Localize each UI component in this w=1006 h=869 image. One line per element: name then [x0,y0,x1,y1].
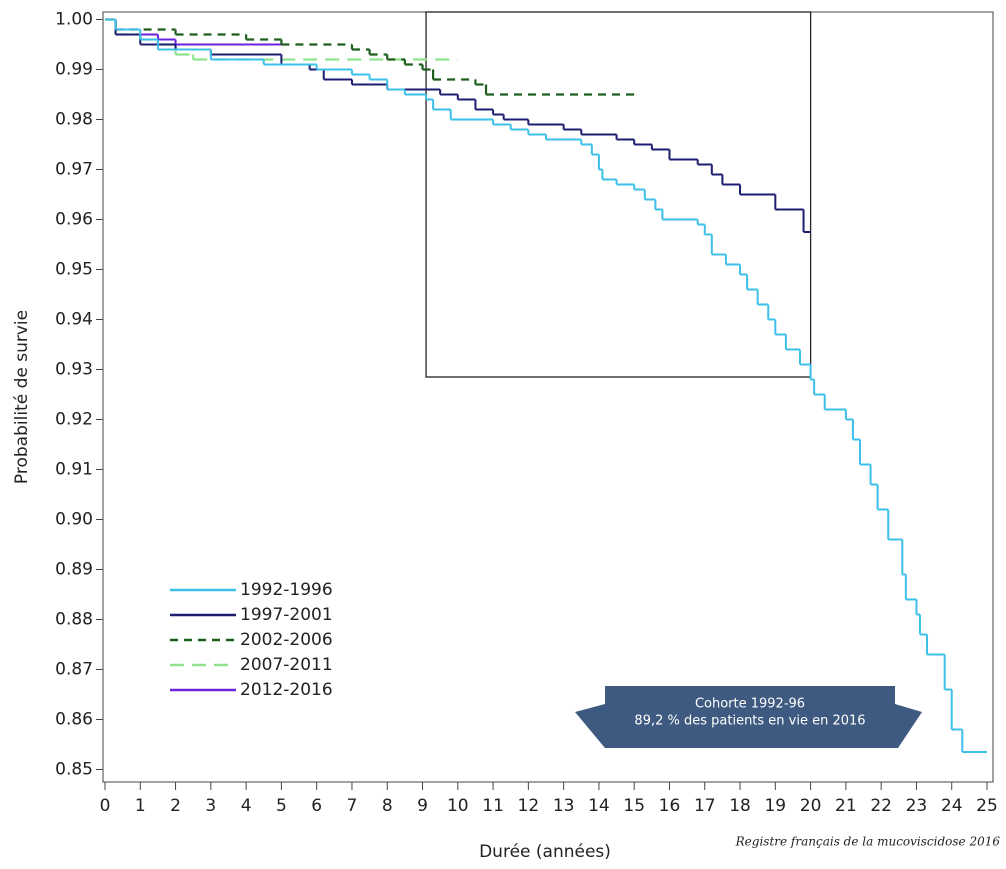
x-tick-label: 16 [659,796,681,816]
y-tick-label: 0.97 [55,160,93,180]
x-tick-label: 5 [276,796,287,816]
y-tick-label: 0.94 [55,310,93,330]
annotation-line: Cohorte 1992-96 [695,697,805,712]
y-tick-label: 0.89 [55,560,93,580]
plot-frame [102,11,994,783]
y-tick-label: 0.85 [55,760,93,780]
zoom-box [425,11,812,378]
y-tick-label: 0.90 [55,510,93,530]
legend-label: 1997-2001 [240,605,333,625]
y-tick-label: 1.00 [55,10,93,30]
x-tick-label: 21 [835,796,857,816]
y-tick-label: 0.93 [55,360,93,380]
x-tick-label: 9 [417,796,428,816]
source-note: Registre français de la mucoviscidose 20… [735,835,1001,849]
x-tick-label: 3 [205,796,216,816]
x-axis-label: Durée (années) [479,842,611,862]
legend-label: 2007-2011 [240,655,333,675]
x-tick-label: 0 [100,796,111,816]
x-tick-label: 10 [447,796,469,816]
x-tick-label: 13 [553,796,575,816]
y-tick-label: 0.91 [55,460,93,480]
legend-label: 2002-2006 [240,630,333,650]
x-tick-label: 8 [382,796,393,816]
x-tick-label: 18 [729,796,751,816]
x-tick-label: 17 [694,796,716,816]
x-tick-label: 11 [482,796,504,816]
y-tick-label: 0.99 [55,60,93,80]
x-tick-label: 20 [800,796,822,816]
x-tick-label: 22 [870,796,892,816]
y-tick-label: 0.95 [55,260,93,280]
y-tick-label: 0.88 [55,610,93,630]
x-tick-label: 7 [347,796,358,816]
legend-label: 1992-1996 [240,580,333,600]
y-tick-label: 0.98 [55,110,93,130]
x-tick-label: 24 [941,796,963,816]
x-tick-label: 2 [170,796,181,816]
legend-label: 2012-2016 [240,680,333,700]
annotation-line: 89,2 % des patients en vie en 2016 [634,714,865,729]
annotation-banner [575,686,922,748]
x-tick-label: 6 [311,796,322,816]
y-axis-label: Probabilité de survie [12,310,32,484]
x-tick-label: 14 [588,796,610,816]
y-tick-label: 0.86 [55,710,93,730]
y-tick-label: 0.96 [55,210,93,230]
x-tick-label: 19 [764,796,786,816]
y-tick-label: 0.87 [55,660,93,680]
y-tick-label: 0.92 [55,410,93,430]
x-tick-label: 15 [623,796,645,816]
x-tick-label: 4 [241,796,252,816]
x-tick-label: 23 [906,796,928,816]
x-tick-label: 25 [976,796,998,816]
x-tick-label: 12 [518,796,540,816]
x-tick-label: 1 [135,796,146,816]
